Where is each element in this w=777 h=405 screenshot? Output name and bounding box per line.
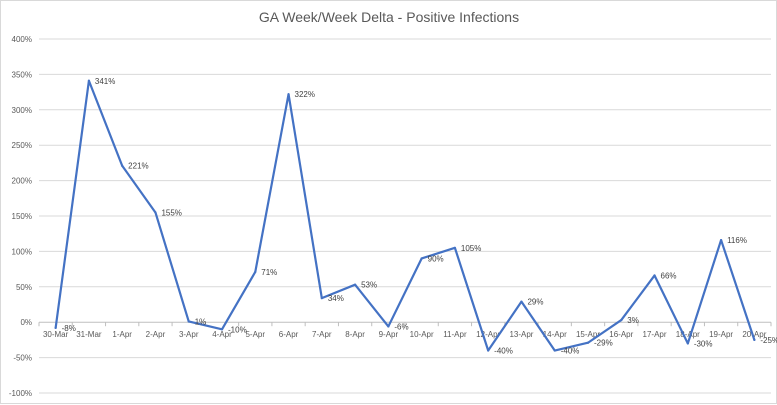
data-label: 105% (461, 244, 481, 253)
y-tick-label: 100% (12, 247, 32, 256)
x-tick-label: 30-Mar (43, 330, 69, 339)
data-label: 34% (328, 294, 344, 303)
data-point (453, 246, 457, 249)
x-tick-label: 18-Apr (676, 330, 700, 339)
y-tick-label: 400% (12, 35, 32, 44)
x-tick-label: 2-Apr (146, 330, 166, 339)
data-point (254, 270, 257, 274)
x-tick-label: 13-Apr (509, 330, 533, 339)
data-label: -25% (760, 336, 777, 345)
chart-title: GA Week/Week Delta - Positive Infections (259, 9, 519, 25)
data-label: 341% (95, 77, 115, 86)
data-point (154, 211, 157, 214)
series-line (54, 79, 756, 352)
data-label: 221% (128, 162, 148, 171)
data-point (620, 318, 623, 322)
data-label: -29% (594, 339, 613, 348)
data-point (420, 257, 423, 260)
x-tick-label: 5-Apr (245, 330, 265, 339)
y-tick-label: 50% (16, 283, 32, 292)
x-axis-ticks: 30-Mar 31-Mar 1-Apr 2-Apr 3-Apr 4-Apr 5-Apr 6-A… (43, 330, 767, 339)
x-tick-label: 14-Apr (543, 330, 567, 339)
series-positive-infections (54, 79, 756, 352)
x-tick-label: 17-Apr (643, 330, 667, 339)
data-point (87, 79, 91, 82)
x-tick-label: 31-Mar (76, 330, 102, 339)
data-point (187, 320, 190, 323)
data-label: -30% (694, 339, 713, 348)
data-point (387, 325, 390, 328)
data-label: 90% (428, 254, 444, 263)
data-point (719, 238, 723, 242)
data-label: 66% (661, 271, 677, 280)
x-tick-label: 20-Apr (742, 330, 766, 339)
data-point (586, 341, 590, 344)
y-axis-ticks: -100% -50% 0% 50% 100% 150% 200% 250% 300% 350% 40… (9, 35, 32, 398)
data-label: -8% (62, 324, 76, 333)
x-tick-label: 10-Apr (410, 330, 434, 339)
x-axis (38, 321, 772, 327)
data-label: 116% (727, 236, 747, 245)
x-tick-label: 16-Apr (609, 330, 633, 339)
data-point (653, 274, 656, 277)
x-tick-label: 4-Apr (212, 330, 232, 339)
gridlines (39, 38, 771, 394)
y-tick-label: -100% (9, 389, 32, 398)
x-tick-label: 8-Apr (345, 330, 365, 339)
data-label: 155% (161, 208, 181, 217)
y-tick-label: 300% (12, 106, 32, 115)
x-tick-label: 7-Apr (312, 330, 332, 339)
data-point (287, 93, 290, 96)
data-label: 53% (361, 281, 377, 290)
x-tick-label: 6-Apr (279, 330, 299, 339)
y-tick-label: 0% (20, 318, 32, 327)
y-tick-label: 350% (12, 70, 32, 79)
data-point (220, 328, 224, 331)
data-point (320, 297, 323, 300)
data-point (553, 349, 556, 352)
y-tick-label: -50% (13, 354, 32, 363)
data-label: -10% (228, 325, 247, 334)
x-tick-label: 15-Apr (576, 330, 600, 339)
data-label: 322% (295, 90, 315, 99)
x-tick-label: 3-Apr (179, 330, 199, 339)
data-label: 71% (261, 268, 277, 277)
data-label: -40% (561, 347, 580, 356)
x-tick-label: 19-Apr (709, 330, 733, 339)
data-labels: -8% 341% 221% 155% 1% -10% 71% 322% 34% 53% -6% 90%… (62, 77, 777, 356)
y-tick-label: 200% (12, 177, 32, 186)
y-tick-label: 250% (12, 141, 32, 150)
data-point (520, 300, 523, 303)
data-point (686, 342, 689, 345)
data-point (121, 164, 124, 167)
x-tick-label: 9-Apr (379, 330, 399, 339)
data-point (54, 326, 57, 329)
data-label: 29% (527, 298, 543, 307)
data-label: 3% (627, 316, 639, 325)
y-tick-label: 150% (12, 212, 32, 221)
x-tick-label: 1-Apr (112, 330, 132, 339)
data-point (753, 338, 756, 341)
data-label: 1% (195, 317, 207, 326)
data-point (487, 349, 490, 352)
data-point (353, 283, 357, 286)
x-tick-label: 12-Apr (476, 330, 500, 339)
data-label: -6% (394, 322, 408, 331)
x-tick-label: 11-Apr (443, 330, 467, 339)
data-label: -40% (494, 347, 513, 356)
